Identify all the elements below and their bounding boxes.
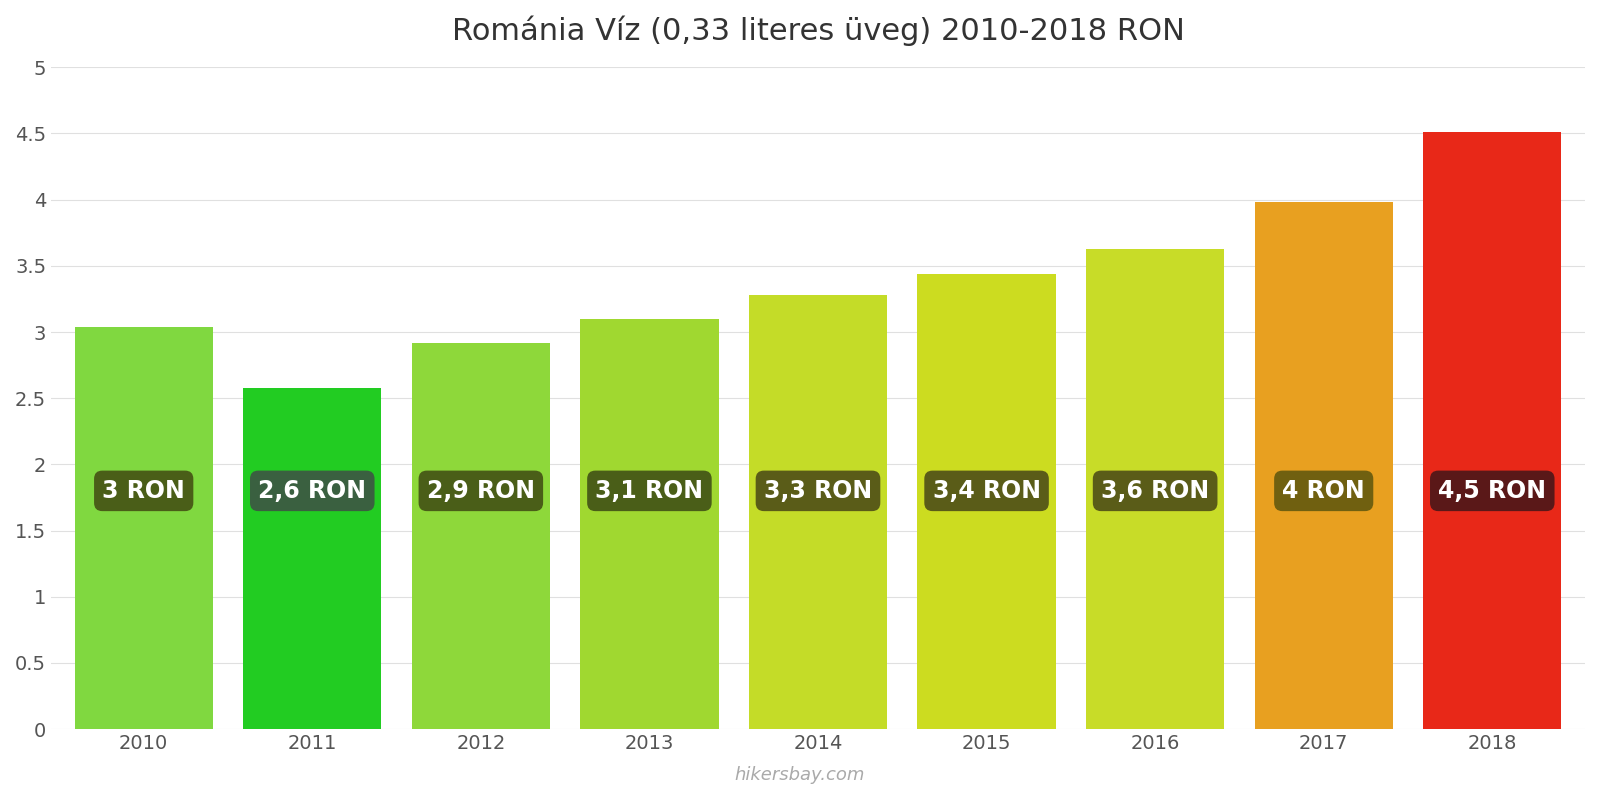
Bar bbox=[1254, 202, 1394, 729]
Bar bbox=[243, 388, 381, 729]
Text: 3 RON: 3 RON bbox=[102, 479, 186, 503]
Bar bbox=[411, 342, 550, 729]
Title: Románia Víz (0,33 literes üveg) 2010-2018 RON: Románia Víz (0,33 literes üveg) 2010-201… bbox=[451, 15, 1184, 46]
Bar bbox=[917, 274, 1056, 729]
Text: 2,6 RON: 2,6 RON bbox=[258, 479, 366, 503]
Text: 4,5 RON: 4,5 RON bbox=[1438, 479, 1546, 503]
Text: 4 RON: 4 RON bbox=[1282, 479, 1365, 503]
Text: 3,6 RON: 3,6 RON bbox=[1101, 479, 1210, 503]
Text: 3,3 RON: 3,3 RON bbox=[763, 479, 872, 503]
Bar bbox=[1086, 249, 1224, 729]
Text: 3,1 RON: 3,1 RON bbox=[595, 479, 704, 503]
Bar bbox=[1422, 132, 1562, 729]
Bar bbox=[75, 326, 213, 729]
Text: hikersbay.com: hikersbay.com bbox=[734, 766, 866, 784]
Bar bbox=[749, 295, 886, 729]
Text: 2,9 RON: 2,9 RON bbox=[427, 479, 534, 503]
Text: 3,4 RON: 3,4 RON bbox=[933, 479, 1040, 503]
Bar bbox=[581, 318, 718, 729]
